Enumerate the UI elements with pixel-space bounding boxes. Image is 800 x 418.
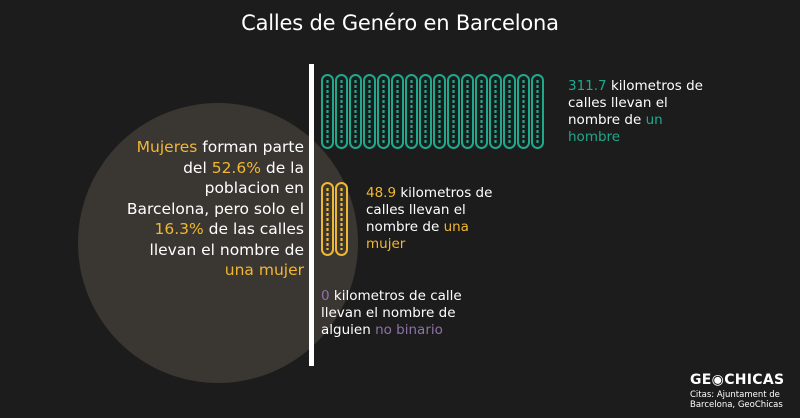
street-icon-un-hombre-16 (531, 74, 544, 149)
population-percent: 52.6% (211, 158, 261, 177)
street-icon-un-hombre-3 (349, 74, 362, 149)
street-icon-un-hombre-11 (461, 74, 474, 149)
street-icon-un-hombre-9 (433, 74, 446, 149)
street-icon-un-hombre-13 (489, 74, 502, 149)
women-km-text: kilometros de calles llevan el nombre de (366, 185, 493, 235)
axis-divider (309, 64, 314, 366)
street-icon-una-mujer-2 (335, 182, 348, 256)
stat-women: 48.9 kilometros de calles llevan el nomb… (366, 185, 506, 253)
men-highlight: un hombre (568, 112, 663, 145)
circle-text-part2: de la poblacion en Barcelona, pero solo … (126, 158, 304, 218)
men-km-value: 311.7 (568, 78, 607, 94)
street-icon-una-mujer-1 (321, 182, 334, 256)
nonbinary-highlight: no binario (375, 322, 443, 338)
street-icon-un-hombre-1 (321, 74, 334, 149)
street-icon-un-hombre-2 (335, 74, 348, 149)
street-icon-un-hombre-6 (391, 74, 404, 149)
street-icon-un-hombre-7 (405, 74, 418, 149)
circle-text-part1: forman parte del (183, 138, 304, 177)
street-icon-un-hombre-8 (419, 74, 432, 149)
woman-phrase: una mujer (224, 261, 304, 279)
streets-percent: 16.3% (154, 220, 204, 238)
nonbinary-km-value: 0 (321, 288, 330, 304)
chart-title: Calles de Genéro en Barcelona (241, 11, 559, 35)
street-icon-un-hombre-10 (447, 74, 460, 149)
women-km-value: 48.9 (366, 185, 397, 201)
map-pin-icon: ◉ (711, 372, 725, 388)
street-icon-un-hombre-4 (363, 74, 376, 149)
men-km-text: kilometros de calles llevan el nombre de (568, 78, 703, 128)
street-icon-un-hombre-12 (475, 74, 488, 149)
nonbinary-km-text: kilometros de calle llevan el nombre de … (321, 288, 462, 338)
circle-text-part3: de las calles llevan el nombre de (149, 220, 304, 259)
women-word: Mujeres (136, 138, 198, 156)
logo-text-part1: GE (690, 372, 712, 388)
women-share-text: Mujeres forman parte del 52.6% de la pob… (120, 137, 304, 281)
women-highlight: una mujer (366, 219, 469, 252)
street-icon-un-hombre-14 (503, 74, 516, 149)
stat-nonbinary: 0 kilometros de calle llevan el nombre d… (321, 288, 471, 339)
street-icons-chart (321, 74, 544, 256)
logo-text-part2: CHICAS (724, 372, 785, 388)
geochicas-logo: GE◉CHICAS (690, 372, 784, 388)
stat-men: 311.7 kilometros de calles llevan el nom… (568, 78, 718, 146)
street-icon-un-hombre-15 (517, 74, 530, 149)
citation: Citas: Ajuntament de Barcelona, GeoChica… (690, 390, 783, 410)
street-icon-un-hombre-5 (377, 74, 390, 149)
